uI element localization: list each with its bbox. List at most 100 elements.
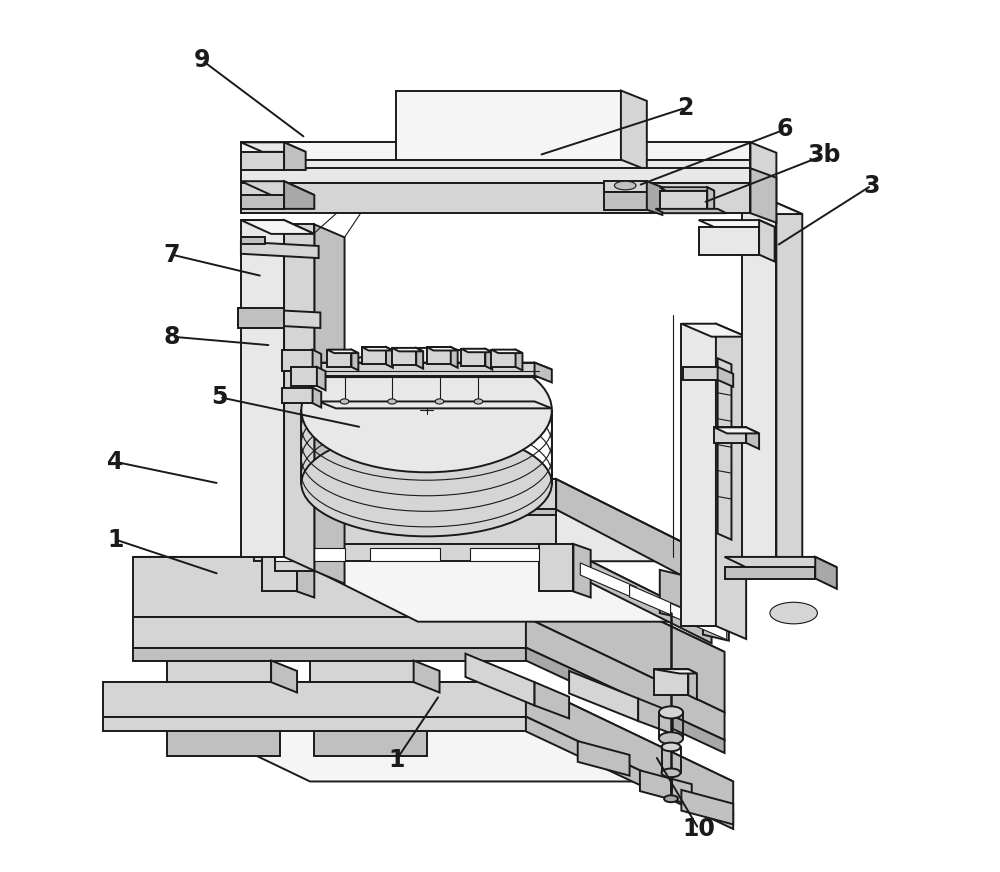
Ellipse shape: [662, 768, 681, 777]
Polygon shape: [291, 367, 317, 386]
Polygon shape: [414, 661, 440, 692]
Polygon shape: [284, 142, 306, 170]
Polygon shape: [681, 324, 746, 337]
Ellipse shape: [770, 603, 817, 623]
Polygon shape: [245, 480, 556, 509]
Polygon shape: [776, 203, 802, 576]
Polygon shape: [688, 669, 697, 699]
Polygon shape: [703, 591, 729, 641]
Polygon shape: [241, 195, 284, 209]
Text: 6: 6: [777, 118, 793, 141]
Polygon shape: [241, 160, 750, 196]
Polygon shape: [654, 669, 697, 673]
Polygon shape: [526, 682, 733, 814]
Polygon shape: [241, 242, 319, 258]
Polygon shape: [535, 363, 552, 383]
Polygon shape: [392, 348, 423, 351]
Polygon shape: [133, 557, 526, 617]
Polygon shape: [604, 181, 647, 193]
Polygon shape: [660, 187, 714, 191]
Text: 10: 10: [682, 817, 715, 841]
Polygon shape: [548, 540, 712, 644]
Polygon shape: [167, 732, 280, 755]
Polygon shape: [671, 603, 727, 639]
Polygon shape: [655, 209, 726, 213]
Polygon shape: [750, 168, 776, 222]
Text: 1: 1: [388, 748, 405, 772]
Polygon shape: [392, 348, 416, 365]
Polygon shape: [539, 544, 573, 591]
Polygon shape: [241, 220, 314, 234]
Polygon shape: [241, 142, 306, 152]
Polygon shape: [314, 224, 345, 583]
Polygon shape: [750, 142, 776, 207]
Polygon shape: [681, 790, 733, 824]
Ellipse shape: [664, 795, 678, 802]
Ellipse shape: [301, 348, 552, 473]
Polygon shape: [461, 349, 492, 352]
Polygon shape: [282, 388, 313, 403]
Polygon shape: [319, 401, 552, 408]
Polygon shape: [569, 671, 638, 721]
Polygon shape: [716, 324, 746, 639]
Polygon shape: [133, 648, 526, 661]
Ellipse shape: [340, 399, 349, 404]
Polygon shape: [556, 480, 720, 591]
Polygon shape: [133, 557, 725, 652]
Polygon shape: [245, 480, 720, 562]
Polygon shape: [250, 509, 556, 515]
Text: 7: 7: [164, 242, 180, 267]
Ellipse shape: [614, 181, 636, 190]
Polygon shape: [241, 220, 284, 557]
Polygon shape: [351, 350, 358, 371]
Polygon shape: [241, 237, 262, 242]
Text: 2: 2: [678, 96, 694, 119]
Ellipse shape: [659, 732, 683, 745]
Polygon shape: [427, 347, 451, 364]
Ellipse shape: [435, 399, 444, 404]
Polygon shape: [317, 367, 326, 391]
Polygon shape: [314, 363, 552, 370]
Polygon shape: [370, 548, 440, 562]
Polygon shape: [654, 669, 688, 695]
Polygon shape: [327, 350, 351, 367]
Polygon shape: [578, 741, 630, 775]
Polygon shape: [681, 324, 716, 626]
Polygon shape: [630, 585, 686, 621]
Polygon shape: [314, 732, 427, 755]
Polygon shape: [250, 509, 556, 544]
Polygon shape: [262, 544, 297, 591]
Polygon shape: [714, 427, 759, 433]
Polygon shape: [282, 350, 313, 371]
Polygon shape: [526, 557, 725, 712]
Polygon shape: [103, 682, 733, 781]
Polygon shape: [699, 220, 775, 227]
Polygon shape: [742, 203, 776, 566]
Polygon shape: [284, 220, 314, 571]
Text: 1: 1: [107, 528, 124, 552]
Polygon shape: [241, 181, 314, 195]
Polygon shape: [485, 349, 492, 370]
Polygon shape: [714, 427, 746, 443]
Polygon shape: [241, 152, 284, 170]
Polygon shape: [297, 544, 314, 597]
Polygon shape: [526, 717, 733, 829]
Polygon shape: [470, 548, 539, 562]
Polygon shape: [254, 540, 712, 622]
Polygon shape: [683, 367, 718, 380]
Ellipse shape: [662, 743, 681, 752]
Polygon shape: [416, 348, 423, 369]
Polygon shape: [604, 193, 647, 210]
Polygon shape: [535, 682, 569, 719]
Polygon shape: [271, 661, 297, 692]
Polygon shape: [465, 654, 535, 705]
Polygon shape: [313, 388, 321, 407]
Polygon shape: [647, 181, 662, 215]
Polygon shape: [386, 347, 393, 368]
Polygon shape: [746, 427, 759, 449]
Polygon shape: [707, 187, 714, 212]
Text: 4: 4: [107, 450, 124, 473]
Polygon shape: [461, 349, 485, 366]
Text: 3: 3: [863, 174, 880, 198]
Polygon shape: [284, 181, 314, 209]
